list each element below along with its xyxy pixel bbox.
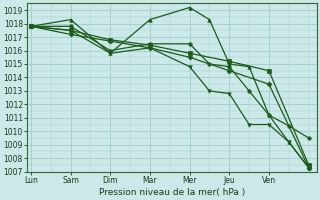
X-axis label: Pression niveau de la mer( hPa ): Pression niveau de la mer( hPa ) <box>99 188 245 197</box>
